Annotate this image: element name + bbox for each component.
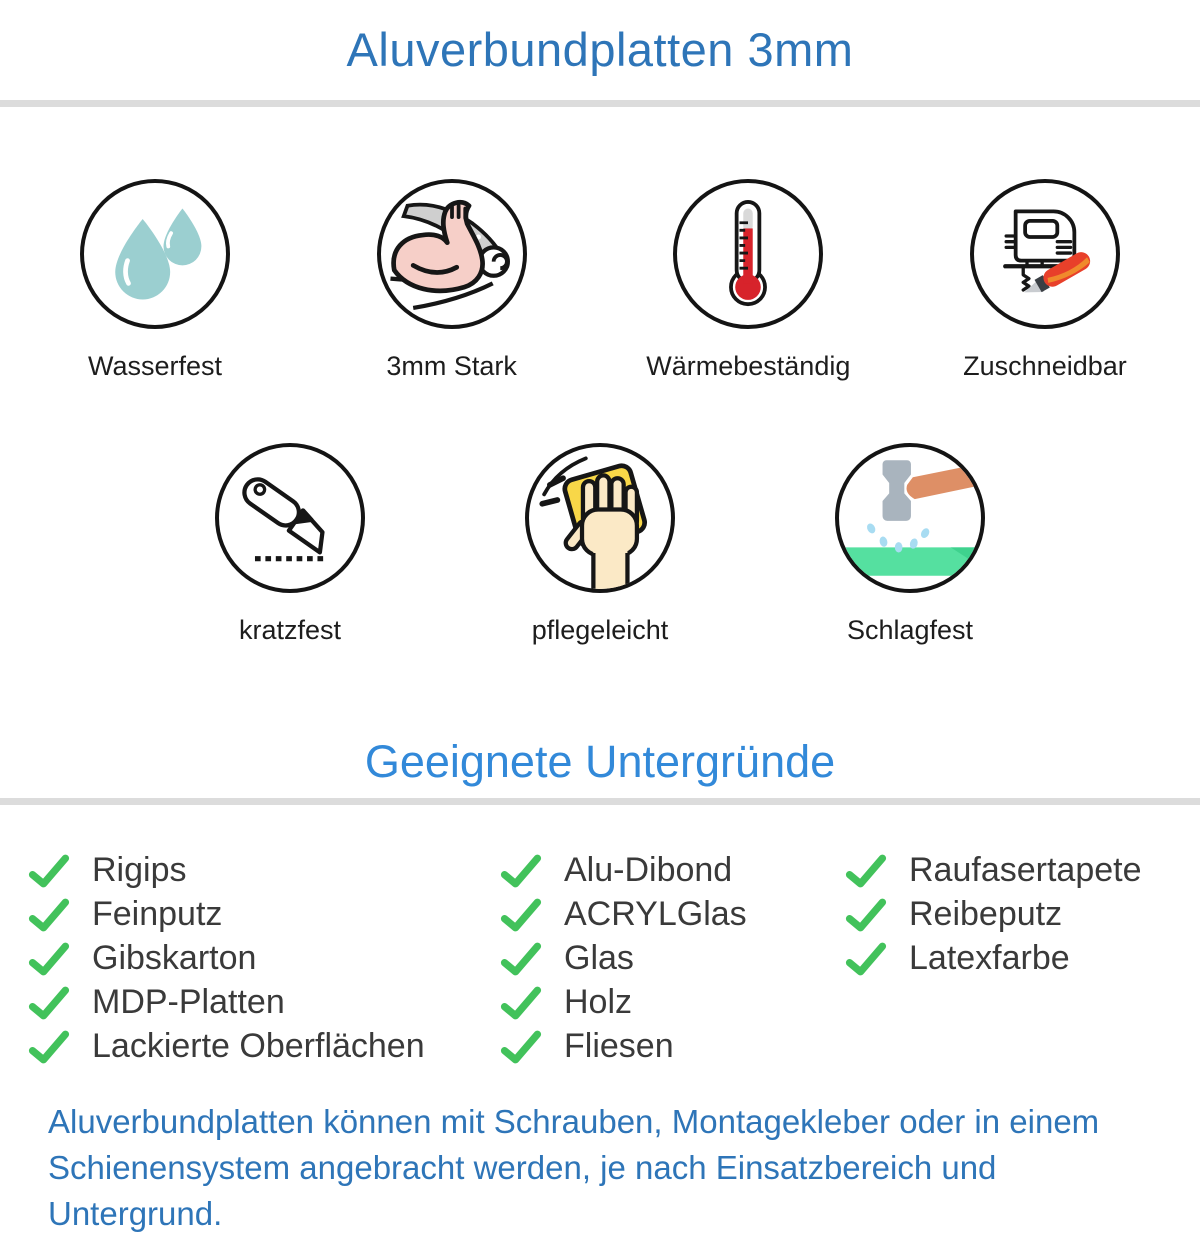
- feature-zuschneidbar: Zuschneidbar: [910, 179, 1180, 383]
- divider: [0, 100, 1200, 107]
- substrate-label: Fliesen: [564, 1027, 674, 1065]
- page-title: Aluverbundplatten 3mm: [346, 23, 854, 76]
- feature-circle: [835, 443, 985, 593]
- feature-pflegeleicht: pflegeleicht: [467, 443, 733, 647]
- cleaning-hand-icon: [539, 456, 648, 589]
- feature-label: Zuschneidbar: [963, 351, 1127, 381]
- check-icon: [28, 941, 70, 977]
- check-icon: [28, 897, 70, 933]
- check-icon: [28, 853, 70, 889]
- feature-circle: [215, 443, 365, 593]
- list-item: MDP-Platten: [28, 981, 500, 1024]
- hammer-impact-icon: [839, 460, 981, 576]
- check-icon: [500, 897, 542, 933]
- list-item: Feinputz: [28, 893, 500, 936]
- section-title: Geeignete Untergründe: [364, 736, 836, 787]
- list-item: Fliesen: [500, 1025, 845, 1068]
- list-item: Glas: [500, 937, 845, 980]
- thermometer-icon: [729, 200, 768, 307]
- feature-label: kratzfest: [238, 615, 342, 645]
- substrate-label: Reibeputz: [909, 895, 1063, 933]
- divider: [0, 798, 1200, 805]
- feature-kratzfest: kratzfest: [157, 443, 423, 647]
- list-item: Alu-Dibond: [500, 849, 845, 892]
- list-item: Latexfarbe: [845, 937, 1200, 980]
- feature-circle: [673, 179, 824, 329]
- check-icon: [845, 897, 887, 933]
- feature-schlagfest: Schlagfest: [777, 443, 1043, 647]
- feature-label: Schlagfest: [846, 615, 974, 645]
- features-row-2: kratzfest pflegeleicht: [0, 443, 1200, 647]
- list-item: Rigips: [28, 849, 500, 892]
- check-icon: [28, 1029, 70, 1065]
- substrate-label: Rigips: [92, 851, 187, 889]
- check-icon: [500, 985, 542, 1021]
- footer-line-2: Schienensystem angebracht werden, je nac…: [48, 1149, 997, 1232]
- substrate-list: Rigips Feinputz Gibskarton MDP-Platten L…: [0, 849, 1200, 1069]
- substrate-label: Glas: [564, 939, 634, 977]
- feature-label: Wärmebeständig: [646, 351, 851, 381]
- list-item: Gibskarton: [28, 937, 500, 980]
- features-row-1: Wasserfest 3mm Stark: [0, 179, 1200, 383]
- list-item: Holz: [500, 981, 845, 1024]
- substrate-column-1: Rigips Feinputz Gibskarton MDP-Platten L…: [28, 849, 500, 1069]
- list-item: ACRYLGlas: [500, 893, 845, 936]
- feature-circle: [376, 179, 527, 329]
- substrate-label: Raufasertapete: [909, 851, 1142, 889]
- substrate-label: Lackierte Oberflächen: [92, 1027, 425, 1065]
- check-icon: [845, 853, 887, 889]
- utility-knife-icon: [242, 477, 327, 562]
- substrate-column-3: Raufasertapete Reibeputz Latexfarbe: [845, 849, 1200, 981]
- feature-wasserfest: Wasserfest: [20, 179, 290, 383]
- substrate-label: ACRYLGlas: [564, 895, 747, 933]
- check-icon: [28, 985, 70, 1021]
- list-item: Reibeputz: [845, 893, 1200, 936]
- substrate-label: Holz: [564, 983, 633, 1021]
- feature-label: pflegeleicht: [531, 615, 669, 645]
- list-item: Raufasertapete: [845, 849, 1200, 892]
- footer-note: Aluverbundplatten können mit Schrauben, …: [0, 1099, 1200, 1237]
- footer-line-1: Aluverbundplatten können mit Schrauben, …: [48, 1103, 1100, 1140]
- check-icon: [845, 941, 887, 977]
- water-drops-icon: [115, 208, 202, 300]
- list-item: Lackierte Oberflächen: [28, 1025, 500, 1068]
- substrate-label: Gibskarton: [92, 939, 257, 977]
- jigsaw-cutter-icon: [1003, 209, 1091, 293]
- feature-3mm-stark: 3mm Stark: [317, 179, 587, 383]
- substrate-label: MDP-Platten: [92, 983, 285, 1021]
- substrate-label: Feinputz: [92, 895, 223, 933]
- check-icon: [500, 1029, 542, 1065]
- substrate-column-2: Alu-Dibond ACRYLGlas Glas Holz Fliesen: [500, 849, 845, 1069]
- substrate-label: Alu-Dibond: [564, 851, 733, 889]
- muscle-arm-icon: [389, 199, 510, 311]
- substrate-label: Latexfarbe: [909, 939, 1070, 977]
- check-icon: [500, 941, 542, 977]
- feature-waermebestaendig: Wärmebeständig: [613, 179, 883, 383]
- feature-label: 3mm Stark: [386, 351, 517, 381]
- feature-circle: [969, 179, 1120, 329]
- feature-label: Wasserfest: [87, 351, 223, 381]
- check-icon: [500, 853, 542, 889]
- feature-circle: [80, 179, 230, 329]
- feature-circle: [525, 443, 675, 593]
